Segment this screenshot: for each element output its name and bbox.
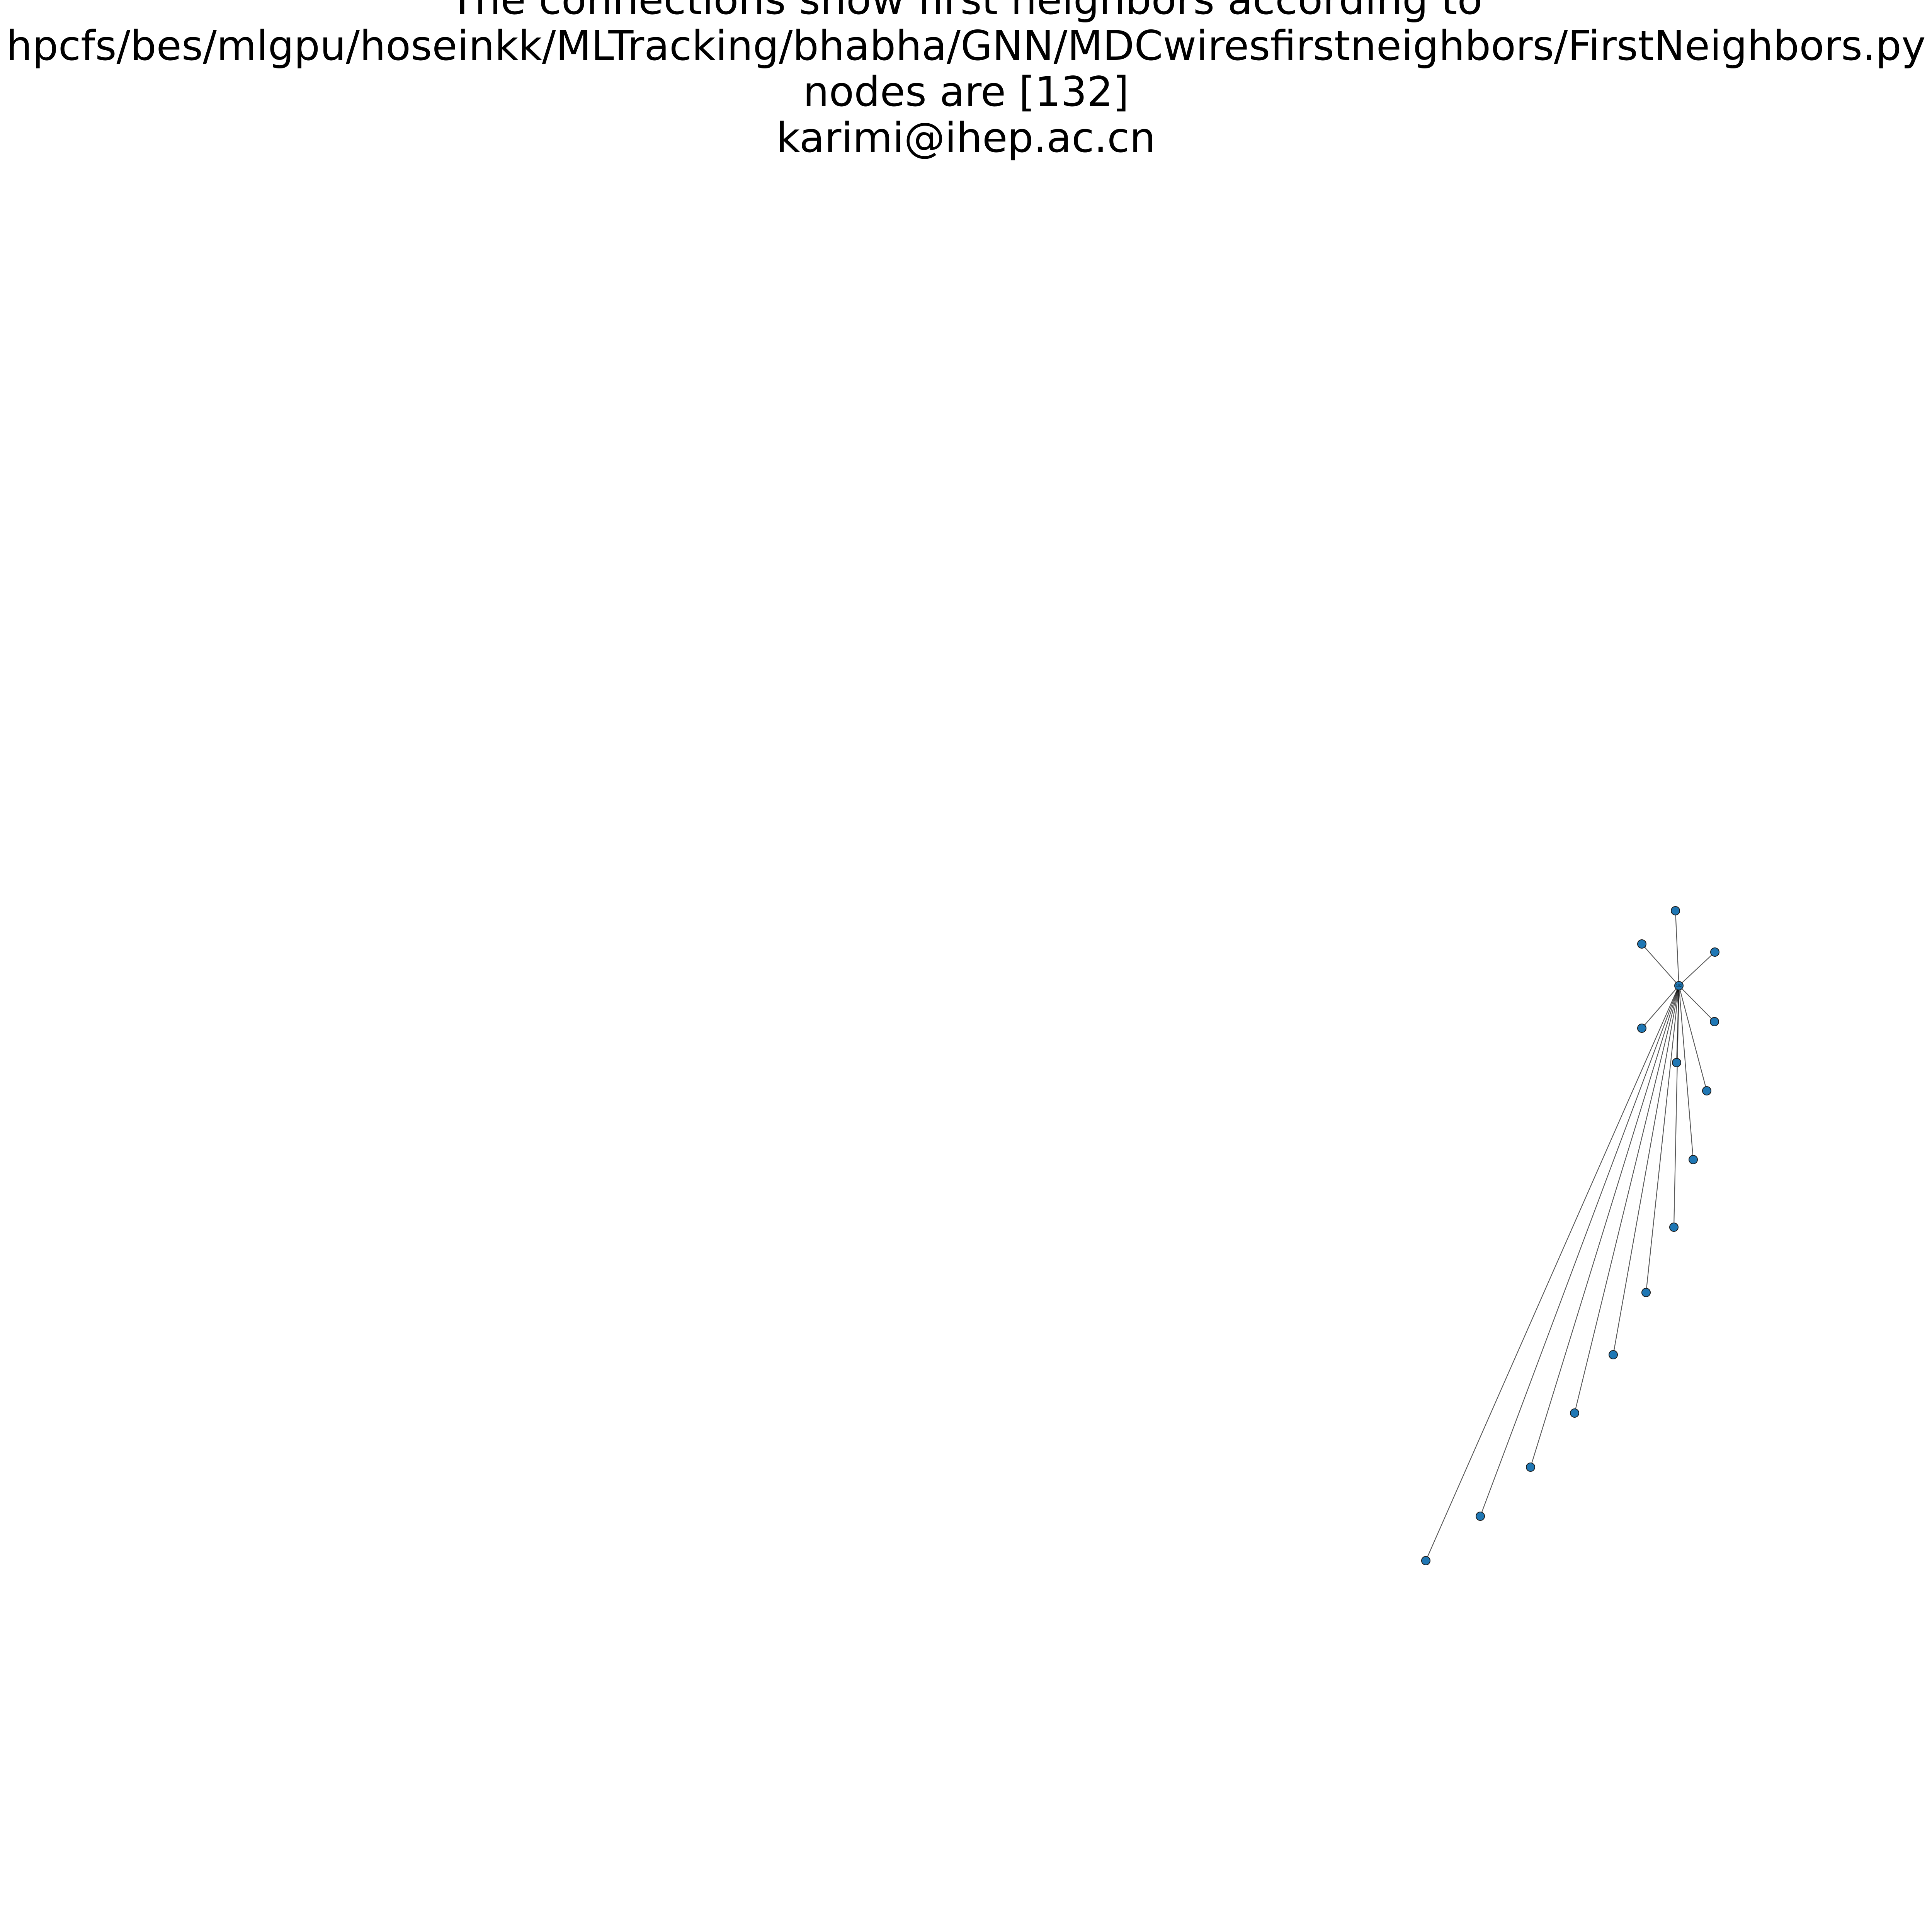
edge-132-to-neighbor-3 bbox=[1679, 952, 1715, 986]
neighbor-node-4-dot bbox=[1710, 1017, 1719, 1026]
edge-132-to-neighbor-2 bbox=[1641, 944, 1679, 986]
neighbor-node-8-dot bbox=[1689, 1155, 1698, 1164]
neighbor-node-11-dot bbox=[1609, 1350, 1618, 1359]
center-node-132-dot bbox=[1674, 981, 1684, 990]
edge-132-to-neighbor-8 bbox=[1678, 985, 1694, 1160]
neighbor-node-15 bbox=[1421, 1556, 1430, 1565]
edge-132-to-neighbor-15 bbox=[1425, 985, 1680, 1561]
neighbor-node-6 bbox=[1672, 1058, 1681, 1067]
neighbor-node-5-dot bbox=[1637, 1024, 1646, 1033]
edge-132-to-neighbor-11 bbox=[1612, 985, 1680, 1355]
title-line-4-email: karimi@ihep.ac.cn bbox=[776, 114, 1156, 162]
neighbor-node-2-dot bbox=[1637, 939, 1646, 949]
edge-132-to-neighbor-4 bbox=[1679, 985, 1715, 1022]
neighbor-node-5 bbox=[1637, 1024, 1646, 1033]
edge-132-to-neighbor-13 bbox=[1530, 985, 1680, 1468]
neighbor-node-6-dot bbox=[1672, 1058, 1681, 1067]
neighbor-node-13 bbox=[1526, 1463, 1535, 1472]
neighbor-node-15-dot bbox=[1421, 1556, 1430, 1565]
edge-132-to-neighbor-9 bbox=[1673, 985, 1680, 1228]
neighbor-node-11 bbox=[1609, 1350, 1618, 1359]
neighbor-node-1-dot bbox=[1671, 906, 1680, 915]
edge-132-to-neighbor-14 bbox=[1480, 985, 1680, 1517]
neighbor-node-3-dot bbox=[1710, 947, 1719, 957]
neighbor-node-7-dot bbox=[1702, 1086, 1711, 1095]
neighbor-node-4 bbox=[1710, 1017, 1719, 1026]
edges-layer bbox=[1425, 910, 1715, 1561]
edge-132-to-neighbor-12 bbox=[1574, 985, 1680, 1413]
title-line-3-nodes: nodes are [132] bbox=[803, 68, 1129, 116]
neighbor-node-14-dot bbox=[1476, 1512, 1485, 1521]
title-line-1: The connections show first neighbors acc… bbox=[0, 0, 1932, 23]
center-node-132: 132 bbox=[1674, 981, 1684, 990]
neighbor-node-10 bbox=[1641, 1288, 1651, 1297]
title-line-2-script-path: hpcfs/bes/mlgpu/hoseinkk/MLTracking/bhab… bbox=[6, 22, 1926, 70]
edge-132-to-neighbor-7 bbox=[1678, 985, 1708, 1091]
neighbor-node-3 bbox=[1710, 947, 1719, 957]
neighbor-node-13-dot bbox=[1526, 1463, 1535, 1472]
neighbor-node-14 bbox=[1476, 1512, 1485, 1521]
neighbor-node-12-dot bbox=[1570, 1408, 1579, 1418]
edge-132-to-neighbor-1 bbox=[1675, 910, 1680, 986]
center-node-132-label: 132 bbox=[1676, 984, 1682, 988]
neighbor-node-8 bbox=[1689, 1155, 1698, 1164]
neighbor-node-12 bbox=[1570, 1408, 1579, 1418]
figure-title: The connections show first neighbors acc… bbox=[0, 0, 1932, 161]
neighbor-node-9 bbox=[1669, 1223, 1679, 1232]
edge-132-to-neighbor-10 bbox=[1645, 985, 1680, 1293]
neighbor-node-9-dot bbox=[1669, 1223, 1679, 1232]
neighbor-node-1 bbox=[1671, 906, 1680, 915]
neighbor-node-2 bbox=[1637, 939, 1646, 949]
neighbor-node-7 bbox=[1702, 1086, 1711, 1095]
edge-132-to-neighbor-5 bbox=[1641, 985, 1679, 1029]
neighbor-node-10-dot bbox=[1641, 1288, 1651, 1297]
nodes-layer: 132 bbox=[1421, 906, 1719, 1565]
